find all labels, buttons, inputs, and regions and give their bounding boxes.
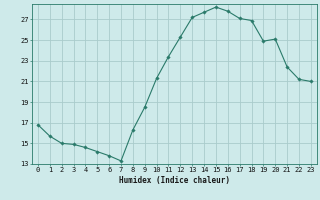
X-axis label: Humidex (Indice chaleur): Humidex (Indice chaleur) xyxy=(119,176,230,185)
